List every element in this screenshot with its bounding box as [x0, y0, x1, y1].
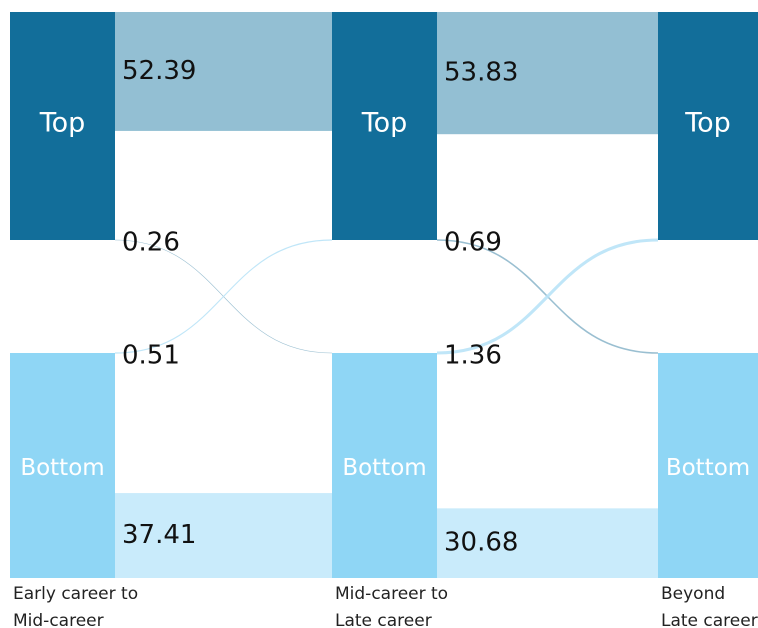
value-label: 0.26	[122, 228, 180, 258]
value-label: 52.39	[122, 56, 196, 86]
value-label: 37.41	[122, 520, 196, 550]
node-label: Bottom	[20, 455, 104, 481]
node	[332, 12, 437, 240]
flow	[115, 493, 332, 578]
stage-label: Early career to Mid-career	[13, 584, 139, 628]
stage-label: Beyond Late career	[661, 584, 758, 628]
node	[658, 353, 758, 578]
flow	[436, 238, 659, 355]
node	[10, 12, 115, 240]
node-label: Top	[684, 108, 731, 139]
node-label: Bottom	[342, 455, 426, 481]
stage-label: Mid-career to Late career	[335, 584, 449, 628]
node	[10, 353, 115, 578]
value-label: 1.36	[444, 341, 502, 371]
flow	[437, 12, 658, 135]
value-label: 53.83	[444, 58, 518, 88]
plot: 52.39 0.26 0.51 37.41 53.83 0.69 1.36 30.68 Top B…	[10, 12, 758, 578]
value-label: 30.68	[444, 528, 518, 558]
value-label: 0.51	[122, 341, 180, 371]
node-label: Bottom	[666, 455, 750, 481]
node	[658, 12, 758, 240]
flow	[437, 508, 658, 578]
node	[332, 353, 437, 578]
value-label: 0.69	[444, 228, 502, 258]
flow	[115, 12, 332, 131]
node-label: Top	[39, 108, 86, 139]
node-label: Top	[361, 108, 408, 139]
flow	[114, 239, 333, 354]
